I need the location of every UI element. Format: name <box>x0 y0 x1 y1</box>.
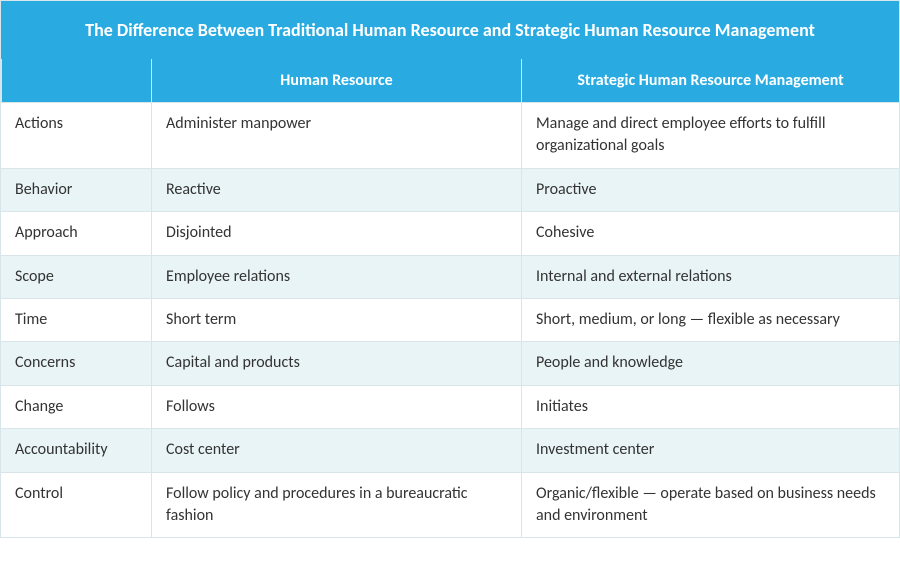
header-cell-shrm: Strategic Human Resource Management <box>521 59 899 102</box>
row-hr-value: Reactive <box>151 169 521 211</box>
row-hr-value: Employee relations <box>151 256 521 298</box>
table-body: ActionsAdminister manpowerManage and dir… <box>1 102 899 537</box>
row-shrm-value: Short, medium, or long — flexible as nec… <box>521 299 899 341</box>
row-shrm-value: Investment center <box>521 429 899 471</box>
row-label: Concerns <box>1 342 151 384</box>
row-hr-value: Follow policy and procedures in a bureau… <box>151 473 521 538</box>
header-cell-hr: Human Resource <box>151 59 521 102</box>
table-row: ChangeFollowsInitiates <box>1 385 899 428</box>
row-shrm-value: Initiates <box>521 386 899 428</box>
row-shrm-value: Cohesive <box>521 212 899 254</box>
row-label: Scope <box>1 256 151 298</box>
row-hr-value: Cost center <box>151 429 521 471</box>
row-label: Control <box>1 473 151 538</box>
row-label: Change <box>1 386 151 428</box>
table-row: BehaviorReactiveProactive <box>1 168 899 211</box>
table-header-row: Human Resource Strategic Human Resource … <box>1 59 899 102</box>
row-label: Time <box>1 299 151 341</box>
table-row: ActionsAdminister manpowerManage and dir… <box>1 102 899 168</box>
row-label: Accountability <box>1 429 151 471</box>
row-shrm-value: People and knowledge <box>521 342 899 384</box>
row-hr-value: Short term <box>151 299 521 341</box>
row-shrm-value: Manage and direct employee efforts to fu… <box>521 103 899 168</box>
row-label: Behavior <box>1 169 151 211</box>
header-cell-blank <box>1 59 151 102</box>
table-row: ControlFollow policy and procedures in a… <box>1 472 899 538</box>
table-title: The Difference Between Traditional Human… <box>1 1 899 59</box>
row-shrm-value: Proactive <box>521 169 899 211</box>
table-row: AccountabilityCost centerInvestment cent… <box>1 428 899 471</box>
row-hr-value: Capital and products <box>151 342 521 384</box>
row-label: Actions <box>1 103 151 168</box>
table-row: ConcernsCapital and productsPeople and k… <box>1 341 899 384</box>
row-shrm-value: Organic/flexible — operate based on busi… <box>521 473 899 538</box>
table-row: ScopeEmployee relationsInternal and exte… <box>1 255 899 298</box>
row-hr-value: Disjointed <box>151 212 521 254</box>
table-row: TimeShort termShort, medium, or long — f… <box>1 298 899 341</box>
table-row: ApproachDisjointedCohesive <box>1 211 899 254</box>
comparison-table: The Difference Between Traditional Human… <box>0 0 900 538</box>
row-hr-value: Follows <box>151 386 521 428</box>
row-shrm-value: Internal and external relations <box>521 256 899 298</box>
row-label: Approach <box>1 212 151 254</box>
row-hr-value: Administer manpower <box>151 103 521 168</box>
